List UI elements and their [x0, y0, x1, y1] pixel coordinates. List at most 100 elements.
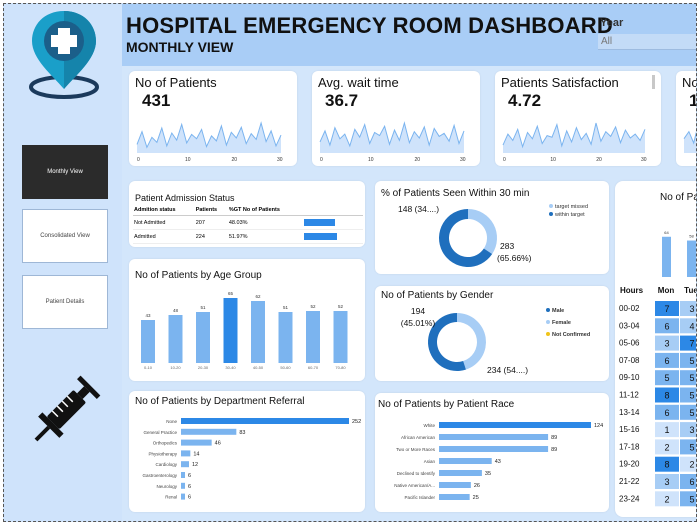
bar: [439, 470, 482, 476]
gender-title: No of Patients by Gender: [381, 290, 494, 301]
age-bar: [223, 298, 238, 363]
kpi-title: Patients Satisfaction: [501, 75, 619, 90]
heatmap-cell: [680, 474, 696, 489]
heatmap-value: 6: [664, 321, 669, 331]
data-label: 65: [228, 291, 234, 296]
bar: [181, 428, 237, 435]
data-label: 52: [338, 304, 344, 309]
data-label: 48: [173, 308, 179, 313]
axis-tick-label: 20: [596, 157, 602, 163]
hour-label: 15-16: [619, 425, 640, 434]
referral-card: No of Patients by Department Referral No…: [129, 391, 365, 512]
data-label: 51: [283, 305, 289, 310]
referral-title: No of Patients by Department Referral: [135, 396, 305, 407]
year-filter-label: Year: [600, 17, 624, 29]
heatmap-cell: [655, 474, 679, 489]
heatmap-value: 7: [664, 304, 669, 314]
axis-tick-label: 20: [232, 157, 238, 163]
admission-bar: [304, 219, 335, 226]
legend-label: Not Confirmed: [552, 332, 590, 338]
axis-tick-label: 30: [641, 157, 647, 163]
data-label: 148 (34....): [398, 204, 439, 214]
heatmap-value: 3: [689, 425, 694, 435]
data-label: 89: [551, 435, 557, 441]
kpi-card-patients: No of Patients 431 0 10 20 30: [129, 71, 297, 166]
scrollbar[interactable]: [652, 75, 655, 89]
donut-slice-male: [428, 313, 466, 371]
heatmap-value: 3: [664, 477, 669, 487]
bar: [181, 493, 185, 500]
year-filter-dropdown[interactable]: All ⌄: [598, 34, 696, 50]
heatmap-value: 6: [664, 356, 669, 366]
kpi-sparkline: [683, 130, 696, 153]
data-label: 194: [411, 306, 425, 316]
heatmap-value: 3: [664, 339, 669, 349]
data-label: 14: [193, 451, 199, 457]
gender-card: No of Patients by Gender 194 (45.01%) 234 …: [375, 286, 609, 381]
legend-marker: [549, 204, 553, 208]
table-row: Admitted 224 51.97%: [133, 229, 363, 244]
day-total-bar: [662, 236, 671, 277]
seen-within-donut-chart: 148 (34....) 283 (65.66%) target missed with…: [398, 204, 588, 267]
status-cell: Admitted: [133, 229, 195, 244]
monthly-view-button[interactable]: Monthly View: [22, 145, 108, 199]
patients-cell: 207: [194, 215, 228, 230]
consolidated-view-label: Consolidated View: [40, 233, 90, 239]
heatmap-cell: [680, 301, 696, 316]
heatmap-value: 5: [689, 391, 694, 401]
heatmap-value: 5: [689, 442, 694, 452]
category-label: Orthopedics: [153, 441, 178, 446]
category-label: Gastroenterology: [142, 473, 177, 478]
syringe-icon: [34, 375, 101, 442]
age-bar: [251, 301, 265, 363]
gender-donut-chart: 194 (45.01%) 234 (54....) Male Female Not Con…: [401, 306, 590, 375]
kpi-value: 36.7: [325, 91, 359, 110]
admission-status-card: Patient Admission Status Admition status…: [129, 181, 365, 247]
category-label: Declined to Identify: [397, 471, 436, 476]
axis-tick-label: 20: [415, 157, 421, 163]
heatmap-value: 5: [664, 373, 669, 383]
kpi-value: 1: [689, 91, 696, 111]
heatmap-cell: [680, 352, 696, 368]
kpi-sparkline: 0 10 20 30: [136, 121, 283, 163]
axis-tick-label: 30-40: [225, 365, 236, 370]
donut-slice-female: [457, 313, 486, 370]
percent-cell: 51.97%: [227, 229, 303, 244]
axis-tick-label: 10: [185, 157, 191, 163]
age-bar: [278, 312, 293, 363]
donut-slice-within-target: [439, 209, 493, 267]
heatmap-value: 3: [689, 304, 694, 314]
axis-tick-label: 0-10: [144, 365, 153, 370]
sparkline-area: [503, 123, 645, 153]
age-bar: [196, 312, 210, 363]
patient-details-label: Patient Details: [45, 299, 85, 305]
year-filter-value: All: [601, 36, 613, 47]
heatmap-cell: [655, 491, 679, 507]
main-area: HOSPITAL EMERGENCY ROOM DASHBOARD MONTHL…: [122, 4, 696, 521]
day-total-bar: [687, 240, 696, 277]
heatmap-cell: [655, 335, 679, 351]
heatmap-cell: [680, 335, 696, 351]
heatmap-value: 5: [689, 494, 694, 504]
bar: [439, 494, 470, 500]
heatmap-cell: [680, 439, 696, 455]
kpi-card-wait-time: Avg. wait time 36.7 0 10 20 30: [312, 71, 480, 166]
data-label: 6: [188, 484, 191, 490]
admission-table: Admition status Patients %GT No of Patie…: [133, 205, 363, 244]
hourly-title: No of Pat: [660, 192, 696, 203]
category-label: General Practice: [143, 430, 177, 435]
status-cell: Not Admitted: [133, 215, 195, 230]
hospital-location-icon: [29, 11, 99, 99]
heatmap-value: 5: [689, 408, 694, 418]
axis-tick-label: 10-20: [170, 365, 181, 370]
heatmap-value: 2: [664, 494, 669, 504]
patient-details-button[interactable]: Patient Details: [22, 275, 108, 329]
admission-title: Patient Admission Status: [135, 193, 235, 203]
heatmap-cell: [680, 404, 696, 420]
consolidated-view-button[interactable]: Consolidated View: [22, 209, 108, 263]
hour-label: 00-02: [619, 304, 640, 313]
heatmap-cell: [680, 318, 696, 334]
kpi-sparkline: 0 10 20 30: [502, 122, 647, 163]
column-header: Patients: [194, 205, 228, 216]
